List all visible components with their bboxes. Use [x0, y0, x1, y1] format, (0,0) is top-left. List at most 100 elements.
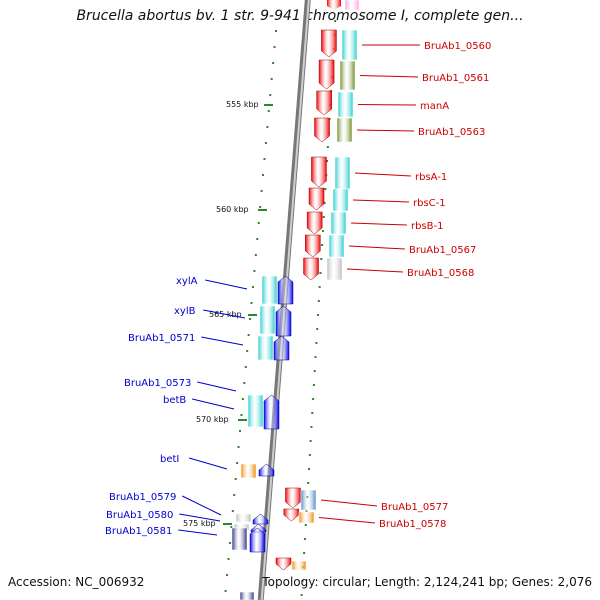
reverse-gene-arrow	[273, 335, 290, 361]
forward-gene-leader	[359, 75, 419, 78]
forward-gene-arrow	[283, 508, 300, 522]
reverse-gene-leader	[203, 309, 246, 319]
forward-gene-arrow	[303, 257, 319, 281]
scale-tick	[257, 222, 260, 224]
reverse-gene-label: xylB	[174, 306, 196, 317]
reverse-gene-arrow	[258, 463, 275, 477]
forward-gene-label: rbsB-1	[411, 221, 444, 232]
scale-tick	[321, 230, 324, 232]
scale-tick	[227, 558, 230, 560]
reverse-gene-label: BruAb1_0580	[106, 510, 173, 521]
scale-tick	[259, 206, 262, 208]
scale-tick	[250, 302, 253, 304]
scale-tick	[226, 574, 229, 576]
scale-tick	[303, 552, 306, 554]
scale-tick	[319, 272, 322, 274]
scale-tick	[315, 342, 318, 344]
forward-gene-leader	[318, 517, 376, 524]
reverse-gene-arrow	[277, 275, 294, 305]
scale-tick	[256, 238, 259, 240]
scale-tick	[273, 46, 276, 48]
scale-label: 560 kbp	[216, 205, 249, 214]
gene-block-top	[344, 0, 360, 11]
scale-tick	[312, 398, 315, 400]
forward-gene-block-bottom	[291, 560, 307, 571]
scale-label: 575 kbp	[183, 519, 216, 528]
reverse-gene-label: BruAb1_0573	[124, 378, 191, 389]
forward-gene-block	[328, 234, 345, 258]
scale-tick	[251, 286, 254, 288]
reverse-gene-leader	[178, 529, 218, 536]
forward-gene-arrow	[311, 156, 327, 188]
scale-tick	[239, 430, 241, 432]
reverse-gene-block	[235, 513, 252, 523]
scale-tick	[236, 462, 239, 464]
scale-tick	[228, 542, 231, 544]
forward-gene-leader	[348, 245, 406, 250]
forward-gene-arrow	[321, 29, 337, 58]
forward-gene-block	[341, 29, 358, 61]
forward-gene-arrow	[308, 187, 325, 211]
reverse-gene-label: betB	[163, 395, 186, 406]
scale-tick	[305, 510, 308, 512]
scale-label: 555 kbp	[226, 100, 259, 109]
scale-tick	[263, 158, 266, 160]
reverse-gene-leader	[197, 381, 237, 392]
forward-gene-label: BruAb1_0578	[379, 519, 446, 530]
forward-gene-label: rbsC-1	[413, 198, 446, 209]
scale-tick	[260, 190, 263, 192]
forward-gene-leader	[346, 268, 404, 273]
forward-gene-block	[326, 257, 343, 281]
forward-gene-arrow-bottom	[275, 557, 292, 571]
forward-gene-leader	[320, 499, 378, 507]
scale-tick	[224, 590, 227, 592]
genome-title: Brucella abortus bv. 1 str. 9-941 chromo…	[76, 8, 524, 24]
scale-tick	[308, 454, 311, 456]
reverse-gene-label: BruAb1_0581	[105, 526, 172, 537]
scale-tick	[308, 468, 311, 470]
reverse-gene-leader	[201, 336, 244, 346]
forward-gene-block	[300, 489, 317, 511]
reverse-gene-leader	[205, 279, 248, 290]
scale-tick	[272, 62, 275, 64]
scale-tick	[317, 300, 320, 302]
scale-label: 570 kbp	[196, 415, 229, 424]
forward-gene-label: rbsA-1	[415, 172, 447, 183]
forward-gene-block	[339, 60, 356, 91]
reverse-gene-leader	[189, 457, 228, 470]
forward-gene-label: BruAb1_0568	[407, 268, 474, 279]
reverse-gene-leader	[182, 495, 222, 516]
forward-gene-label: manA	[420, 101, 449, 112]
forward-gene-leader	[357, 104, 417, 106]
scale-tick	[266, 126, 269, 128]
scale-tick	[275, 30, 277, 32]
reverse-gene-block	[261, 275, 278, 305]
reverse-gene-leader	[192, 398, 235, 410]
scale-tick	[241, 398, 244, 400]
reverse-gene-arrow	[249, 527, 266, 553]
scale-tick	[301, 580, 304, 582]
scale-tick	[233, 494, 236, 496]
forward-gene-arrow	[316, 90, 332, 116]
scale-tick	[311, 412, 314, 414]
gene-arrow-top	[327, 0, 341, 10]
scale-tick	[246, 350, 249, 352]
scale-tick	[249, 318, 252, 320]
scale-tick	[300, 594, 303, 596]
reverse-gene-arrow	[263, 394, 280, 430]
scale-tick	[317, 314, 320, 316]
scale-tick	[310, 426, 313, 428]
forward-gene-leader	[352, 199, 410, 203]
scale-tick	[323, 202, 326, 204]
scale-tick	[303, 538, 306, 540]
forward-gene-block	[332, 188, 349, 212]
forward-gene-arrow	[285, 487, 301, 509]
forward-gene-leader	[350, 222, 408, 226]
reverse-gene-label: BruAb1_0571	[128, 333, 195, 344]
scale-tick	[244, 366, 247, 368]
scale-tick	[326, 146, 329, 148]
scale-tick	[334, 20, 337, 22]
forward-gene-arrow	[305, 234, 321, 258]
scale-tick	[230, 526, 233, 528]
forward-gene-label: BruAb1_0561	[422, 73, 489, 84]
